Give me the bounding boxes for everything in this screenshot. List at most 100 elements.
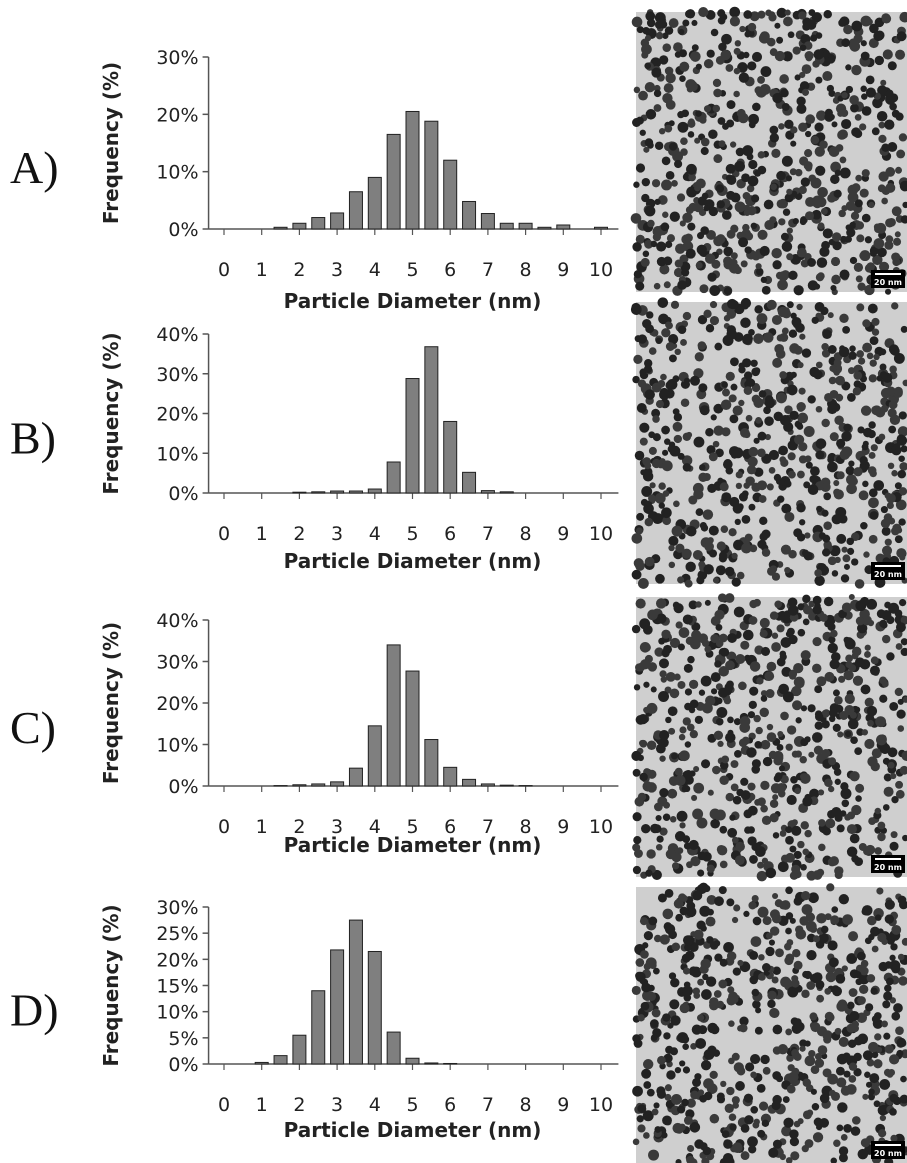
particle [695, 508, 704, 517]
particle [689, 730, 698, 739]
particle [686, 163, 697, 175]
particle [902, 696, 907, 703]
particle [679, 822, 686, 829]
particle [838, 1153, 848, 1163]
y-tick-label: 30% [156, 897, 198, 919]
particle [703, 1091, 713, 1101]
particle [657, 297, 669, 308]
particle [729, 446, 740, 457]
particle [859, 188, 869, 198]
particle [802, 618, 810, 626]
bar [386, 133, 401, 230]
particle [694, 137, 701, 144]
particle [642, 1059, 654, 1070]
y-tick-label: 15% [156, 976, 198, 998]
particle [697, 315, 708, 325]
particle [893, 443, 901, 450]
particle [776, 744, 784, 751]
particle [651, 382, 662, 393]
particle [799, 44, 807, 52]
x-tick-label: 4 [369, 523, 381, 545]
particle [800, 864, 807, 871]
y-axis-label: Frequency (%) [99, 332, 123, 494]
particle [725, 792, 735, 802]
particle [687, 222, 696, 231]
particle [651, 458, 662, 469]
particle [700, 226, 709, 235]
particle [897, 725, 905, 732]
particle [815, 361, 823, 369]
particle [813, 283, 821, 290]
particle [826, 883, 835, 892]
particle [669, 999, 680, 1010]
particle [787, 1071, 799, 1083]
particle [797, 1118, 804, 1125]
x-tick-label: 1 [256, 523, 268, 545]
particle [751, 51, 763, 62]
particle [744, 533, 753, 542]
particle [874, 55, 885, 66]
particle [848, 594, 855, 601]
particle [734, 201, 746, 213]
particle [722, 122, 729, 130]
particle [687, 131, 695, 138]
particle [797, 603, 805, 611]
particle [756, 313, 768, 325]
particle [691, 19, 698, 26]
y-tick-label: 25% [156, 923, 198, 945]
particle [807, 484, 819, 496]
particle [891, 302, 899, 310]
particle [635, 281, 645, 291]
particle [872, 254, 883, 266]
particle [682, 985, 693, 997]
bar [499, 222, 514, 230]
particle [662, 490, 670, 497]
particle [875, 716, 887, 728]
particle [740, 790, 751, 800]
particle [712, 440, 720, 448]
particle [828, 376, 837, 385]
particle [687, 564, 695, 572]
particle [673, 267, 684, 278]
particle [802, 594, 811, 604]
particle [752, 916, 762, 926]
particle [651, 869, 662, 880]
particle [816, 913, 827, 924]
y-tick-label: 0% [168, 483, 198, 505]
particle [722, 334, 734, 346]
particle [841, 546, 848, 553]
particle [757, 151, 766, 159]
particle [873, 1059, 883, 1069]
particle [731, 577, 741, 587]
particle [866, 262, 875, 271]
particle [684, 233, 693, 243]
particle [834, 696, 843, 705]
particle [742, 223, 750, 232]
particle [758, 954, 765, 961]
particle [816, 257, 828, 268]
particle [749, 855, 758, 864]
particle [653, 934, 662, 943]
particle [661, 507, 672, 519]
particle [814, 146, 825, 157]
particle [793, 662, 804, 674]
particle [753, 333, 764, 344]
bar [348, 191, 363, 230]
particle [813, 745, 823, 755]
particle [791, 864, 801, 874]
particle [839, 345, 846, 352]
particle [708, 129, 718, 139]
particle [758, 1101, 769, 1111]
tem-image: 20 nm [631, 882, 907, 1163]
particle [751, 895, 759, 903]
particle [868, 201, 875, 209]
particle [718, 886, 727, 895]
particle [839, 313, 849, 324]
particle [664, 888, 674, 898]
particle [873, 353, 880, 361]
particle [643, 503, 654, 514]
particle [876, 887, 884, 895]
particle [680, 398, 690, 408]
particle [822, 548, 831, 557]
particle [779, 1153, 786, 1161]
